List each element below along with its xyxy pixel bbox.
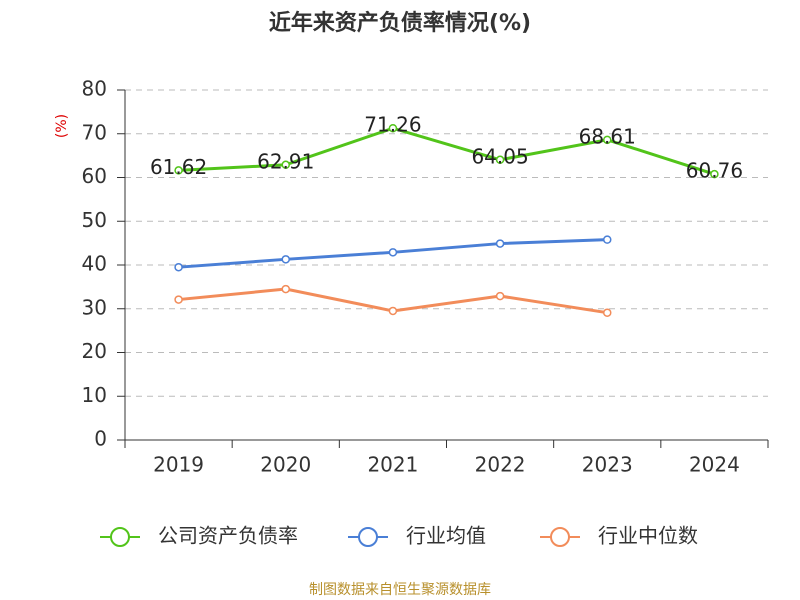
y-tick-label: 60: [82, 164, 107, 188]
chart-title: 近年来资产负债率情况(%): [269, 10, 531, 36]
x-tick-label: 2020: [260, 453, 311, 477]
series-line: [178, 126, 715, 176]
line-marker: [281, 160, 290, 170]
line-marker: [710, 169, 719, 179]
data-label: 68.61: [579, 124, 636, 148]
line-marker: [388, 123, 398, 133]
line-marker: [281, 284, 290, 294]
legend-marker: [550, 527, 570, 547]
legend-label: 行业中位数: [598, 524, 698, 548]
x-tick-label: 2019: [153, 453, 204, 477]
line-marker: [603, 135, 612, 145]
line-marker: [495, 155, 505, 165]
y-tick-label: 20: [82, 339, 107, 363]
line-marker: [281, 255, 290, 264]
line-marker: [603, 235, 612, 244]
data-label: 64.05: [471, 144, 528, 168]
legend-label: 行业均值: [406, 524, 486, 548]
x-tick-label: 2021: [367, 453, 418, 477]
line-marker: [174, 166, 183, 175]
data-label: 60.76: [686, 159, 743, 183]
y-tick-label: 70: [82, 120, 107, 144]
line-marker: [388, 248, 398, 257]
legend-label: 公司资产负债率: [158, 524, 298, 548]
line-marker: [495, 239, 505, 248]
data-label: 61.62: [150, 155, 207, 179]
y-tick-label: 30: [82, 295, 107, 319]
line-marker: [603, 308, 612, 317]
line-marker: [174, 295, 183, 304]
line-marker: [388, 306, 398, 316]
legend-marker: [358, 527, 378, 547]
data-label: 71.26: [364, 113, 421, 137]
legend-marker: [110, 527, 130, 547]
y-tick-label: 10: [82, 383, 107, 407]
source-note: 制图数据来自恒生聚源数据库: [309, 582, 491, 598]
line-marker: [495, 291, 505, 301]
data-label: 62.91: [257, 149, 314, 173]
y-tick-label: 50: [82, 208, 107, 232]
x-tick-label: 2023: [582, 453, 633, 477]
line-marker: [174, 262, 183, 272]
y-axis-label: (%): [54, 114, 70, 138]
x-tick-label: 2022: [475, 453, 526, 477]
y-tick-label: 80: [82, 77, 107, 101]
y-tick-label: 40: [82, 252, 107, 276]
y-tick-label: 0: [94, 427, 107, 451]
x-tick-label: 2024: [689, 453, 740, 477]
